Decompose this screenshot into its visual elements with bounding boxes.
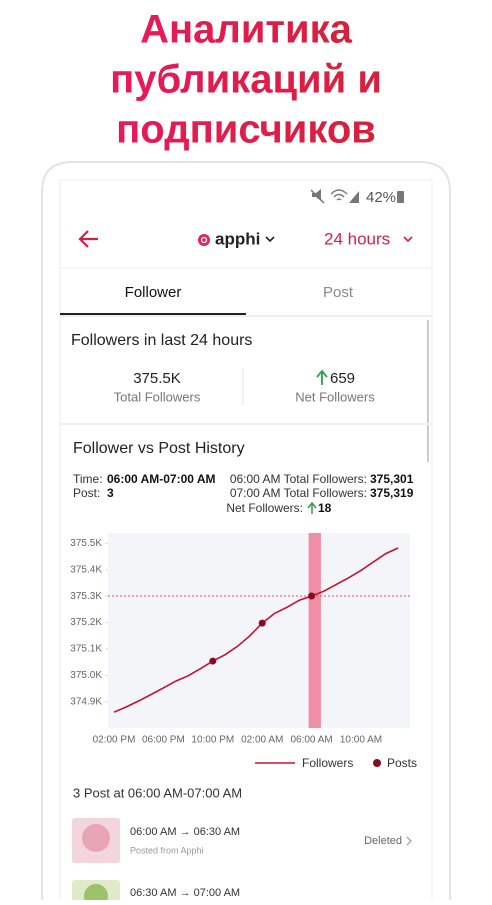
net-followers-label: Net Followers: [295, 389, 375, 404]
net-followers-value: 659: [330, 370, 355, 387]
instagram-icon-lens: [200, 236, 208, 244]
tab-follower[interactable]: Follower: [125, 284, 182, 301]
y-tick-label: 375.1K: [70, 644, 102, 655]
x-tick-label: 06:00 PM: [142, 735, 185, 746]
account-chevron: [265, 236, 275, 243]
post-point: [258, 619, 266, 627]
mute-slash: [310, 189, 325, 204]
back-button[interactable]: [78, 230, 98, 248]
total-followers-value: 375.5K: [133, 370, 181, 387]
promo-title: публикаций и: [110, 58, 382, 102]
total-followers-label: Total Followers: [114, 389, 201, 404]
y-tick-label: 374.9K: [70, 696, 102, 707]
post-point: [308, 592, 316, 600]
post-list: 06:00 AM → 06:30 AM Posted from Apphi De…: [72, 818, 412, 900]
instagram-icon: [198, 234, 210, 246]
range-chevron: [403, 236, 413, 243]
section-separator: [60, 423, 432, 425]
time-label: Time:: [73, 472, 103, 486]
legend-label: Followers: [302, 756, 353, 770]
post-source: Posted from Apphi: [130, 845, 204, 855]
start-value: 375,301: [370, 472, 414, 486]
up-arrow: [316, 369, 328, 385]
status-bar: 42%: [310, 189, 404, 206]
signal-icon: [349, 191, 359, 203]
followers-line: [113, 547, 399, 713]
post-label: Post:: [73, 486, 100, 500]
account-name[interactable]: apphi: [215, 229, 260, 248]
promo-title: Аналитика: [140, 8, 352, 52]
y-tick-label: 375.5K: [70, 538, 102, 549]
post-value: 3: [107, 486, 114, 500]
tab-indicator: [60, 313, 246, 315]
start-label: 06:00 AM Total Followers:: [230, 472, 367, 486]
summary-title: Followers in last 24 hours: [71, 332, 252, 349]
chevron: [406, 836, 412, 846]
chart: 374.9K 375.0K 375.1K 375.2K 375.3K 375.4K 375.…: [70, 533, 417, 770]
post-status: Deleted: [364, 835, 402, 847]
post-thumbnail-shape: [84, 884, 108, 900]
net-value: 18: [318, 501, 332, 515]
history-title: Follower vs Post History: [73, 440, 245, 457]
posts-title: 3 Post at 06:00 AM-07:00 AM: [73, 785, 242, 800]
wifi-icon: [330, 189, 348, 201]
x-tick-label: 02:00 PM: [93, 735, 136, 746]
legend-dot: [373, 759, 381, 767]
post-point: [209, 657, 217, 665]
range-selector[interactable]: 24 hours: [324, 229, 390, 248]
end-label: 07:00 AM Total Followers:: [230, 486, 367, 500]
tab-post[interactable]: Post: [323, 284, 354, 301]
promo-title: подписчиков: [116, 108, 376, 152]
battery-icon: [397, 191, 404, 203]
y-tick-label: 375.4K: [70, 565, 102, 576]
end-value: 375,319: [370, 486, 414, 500]
selected-band: [308, 533, 321, 728]
legend-label: Posts: [387, 756, 417, 770]
net-label: Net Followers:: [226, 501, 303, 515]
x-tick-label: 02:00 AM: [241, 735, 283, 746]
y-tick-label: 375.2K: [70, 617, 102, 628]
x-tick-label: 10:00 PM: [191, 735, 234, 746]
y-tick-label: 375.3K: [70, 591, 102, 602]
y-tick-label: 375.0K: [70, 670, 102, 681]
x-tick-label: 06:00 AM: [290, 735, 332, 746]
x-tick-label: 10:00 AM: [340, 735, 382, 746]
post-time: 06:00 AM → 06:30 AM: [130, 826, 240, 838]
plot-area: [108, 533, 410, 728]
post-time: 06:30 AM → 07:00 AM: [130, 887, 240, 899]
battery-text: 42%: [366, 189, 396, 206]
up-arrow: [307, 501, 317, 514]
time-value: 06:00 AM-07:00 AM: [107, 472, 215, 486]
post-thumbnail-shape: [82, 824, 110, 852]
